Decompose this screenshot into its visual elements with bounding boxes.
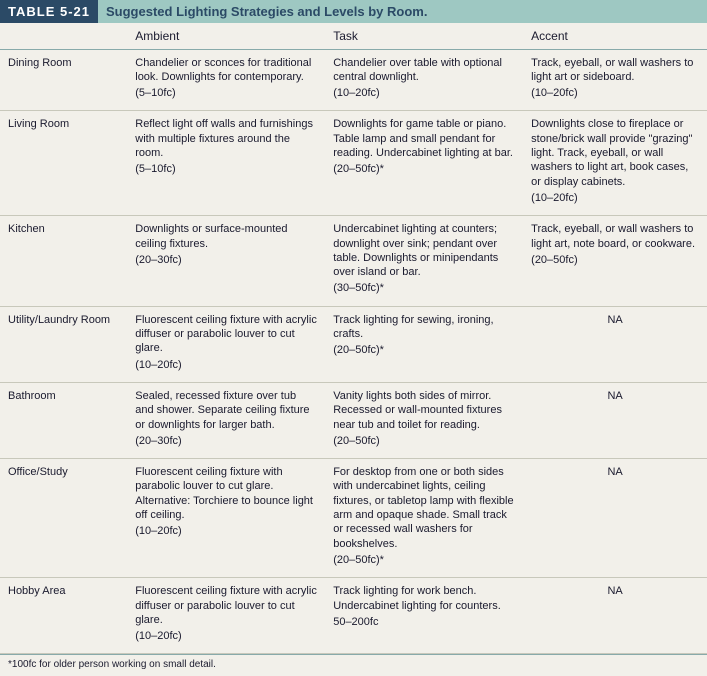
table-row: KitchenDownlights or surface-mounted cei… (0, 216, 707, 306)
table-title: Suggested Lighting Strategies and Levels… (98, 0, 707, 23)
table-footnote: *100fc for older person working on small… (0, 654, 707, 676)
col-header-room (0, 23, 127, 49)
accent-cell: NA (523, 578, 707, 654)
table-row: Living RoomReflect light off walls and f… (0, 111, 707, 216)
col-header-task: Task (325, 23, 523, 49)
room-name: Kitchen (0, 216, 127, 306)
ambient-cell: Reflect light off walls and furnishings … (127, 111, 325, 216)
task-cell: Chandelier over table with optional cent… (325, 49, 523, 111)
task-cell: For desktop from one or both sides with … (325, 459, 523, 578)
ambient-fc: (5–10fc) (135, 86, 317, 100)
table-header-bar: TABLE 5-21 Suggested Lighting Strategies… (0, 0, 707, 23)
task-fc: (20–50fc) (333, 434, 515, 448)
ambient-cell: Fluorescent ceiling fixture with acrylic… (127, 578, 325, 654)
room-name: Bathroom (0, 382, 127, 458)
ambient-fc: (10–20fc) (135, 629, 317, 643)
accent-cell: NA (523, 306, 707, 382)
table-row: Hobby AreaFluorescent ceiling fixture wi… (0, 578, 707, 654)
ambient-fc: (20–30fc) (135, 253, 317, 267)
ambient-cell: Sealed, recessed fixture over tub and sh… (127, 382, 325, 458)
lighting-table-grid: Ambient Task Accent Dining RoomChandelie… (0, 23, 707, 654)
table-row: Utility/Laundry RoomFluorescent ceiling … (0, 306, 707, 382)
task-fc: (20–50fc)* (333, 553, 515, 567)
room-name: Living Room (0, 111, 127, 216)
room-name: Dining Room (0, 49, 127, 111)
col-header-accent: Accent (523, 23, 707, 49)
room-name: Utility/Laundry Room (0, 306, 127, 382)
task-fc: (20–50fc)* (333, 343, 515, 357)
column-header-row: Ambient Task Accent (0, 23, 707, 49)
task-cell: Undercabinet lighting at counters; downl… (325, 216, 523, 306)
ambient-cell: Chandelier or sconces for traditional lo… (127, 49, 325, 111)
ambient-fc: (5–10fc) (135, 162, 317, 176)
table-number: TABLE 5-21 (0, 0, 98, 23)
task-cell: Track lighting for sewing, ironing, craf… (325, 306, 523, 382)
task-cell: Track lighting for work bench. Undercabi… (325, 578, 523, 654)
accent-fc: (10–20fc) (531, 191, 699, 205)
accent-cell: NA (523, 382, 707, 458)
task-fc: (20–50fc)* (333, 162, 515, 176)
ambient-cell: Fluorescent ceiling fixture with parabol… (127, 459, 325, 578)
accent-cell: Downlights close to fireplace or stone/b… (523, 111, 707, 216)
task-fc: (10–20fc) (333, 86, 515, 100)
ambient-fc: (20–30fc) (135, 434, 317, 448)
accent-cell: NA (523, 459, 707, 578)
ambient-fc: (10–20fc) (135, 524, 317, 538)
accent-fc: (20–50fc) (531, 253, 699, 267)
room-name: Office/Study (0, 459, 127, 578)
ambient-fc: (10–20fc) (135, 358, 317, 372)
ambient-cell: Downlights or surface-mounted ceiling fi… (127, 216, 325, 306)
table-row: Office/StudyFluorescent ceiling fixture … (0, 459, 707, 578)
accent-cell: Track, eyeball, or wall washers to light… (523, 49, 707, 111)
task-cell: Vanity lights both sides of mirror. Rece… (325, 382, 523, 458)
ambient-cell: Fluorescent ceiling fixture with acrylic… (127, 306, 325, 382)
task-fc: 50–200fc (333, 615, 515, 629)
task-cell: Downlights for game table or piano. Tabl… (325, 111, 523, 216)
task-fc: (30–50fc)* (333, 281, 515, 295)
lighting-table: TABLE 5-21 Suggested Lighting Strategies… (0, 0, 707, 676)
accent-fc: (10–20fc) (531, 86, 699, 100)
accent-cell: Track, eyeball, or wall washers to light… (523, 216, 707, 306)
table-row: BathroomSealed, recessed fixture over tu… (0, 382, 707, 458)
col-header-ambient: Ambient (127, 23, 325, 49)
table-row: Dining RoomChandelier or sconces for tra… (0, 49, 707, 111)
room-name: Hobby Area (0, 578, 127, 654)
